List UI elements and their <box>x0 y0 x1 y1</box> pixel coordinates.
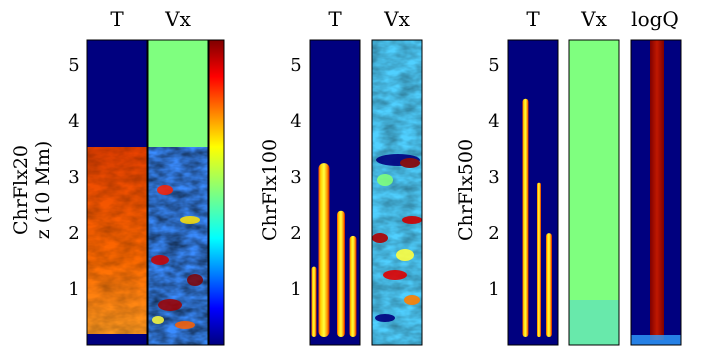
y-tick-label: 5 <box>290 55 301 76</box>
group-label-chrflx500: ChrFlx500 <box>455 139 477 241</box>
y-tick-label: 4 <box>488 111 499 132</box>
y-tick-labels: 1 2 3 4 5 <box>488 55 499 300</box>
y-tick-label: 1 <box>68 279 79 300</box>
y-tick-label: 1 <box>290 279 301 300</box>
group-chrflx100: ChrFlx100 1 2 3 4 5 T Vx <box>259 7 423 346</box>
panel-vx-chrflx100 <box>371 39 423 346</box>
panel-vx-chrflx20 <box>147 39 209 346</box>
y-tick-label: 3 <box>290 167 301 188</box>
y-tick-label: 2 <box>290 223 301 244</box>
plume <box>337 210 345 337</box>
y-tick-label: 5 <box>68 55 79 76</box>
plume <box>522 98 529 337</box>
panel-title-t: T <box>110 7 124 31</box>
y-tick-labels: 1 2 3 4 5 <box>68 55 79 300</box>
panel-title-t: T <box>526 7 540 31</box>
panel-title-vx: Vx <box>164 7 191 31</box>
plume <box>318 163 330 337</box>
group-chrflx20: ChrFlx20 z (10 Mm) 1 2 3 4 5 T Vx <box>10 7 225 346</box>
panel-title-vx: Vx <box>580 7 607 31</box>
group-label-chrflx100: ChrFlx100 <box>259 139 281 241</box>
panel-vx-chrflx500 <box>568 39 620 346</box>
y-tick-label: 3 <box>68 167 79 188</box>
panel-t-chrflx20 <box>86 39 148 346</box>
y-tick-label: 5 <box>488 55 499 76</box>
panel-title-logq: logQ <box>631 7 679 31</box>
plume <box>537 182 541 337</box>
y-tick-label: 2 <box>68 223 79 244</box>
colorbar <box>208 39 225 346</box>
panel-t-chrflx500 <box>507 39 559 346</box>
plume <box>546 233 552 337</box>
panel-title-vx: Vx <box>383 7 410 31</box>
group-label-chrflx20: ChrFlx20 <box>10 145 32 235</box>
y-axis-label: z (10 Mm) <box>32 141 54 240</box>
y-tick-labels: 1 2 3 4 5 <box>290 55 301 300</box>
y-tick-label: 3 <box>488 167 499 188</box>
panel-t-chrflx100 <box>309 39 361 346</box>
y-tick-label: 2 <box>488 223 499 244</box>
panel-title-t: T <box>328 7 342 31</box>
y-tick-label: 4 <box>290 111 301 132</box>
group-chrflx500: ChrFlx500 1 2 3 4 5 T Vx logQ <box>455 7 682 346</box>
panel-logq-chrflx500 <box>630 39 682 346</box>
plume <box>349 235 357 337</box>
y-tick-label: 4 <box>68 111 79 132</box>
plume <box>311 266 317 337</box>
y-tick-label: 1 <box>488 279 499 300</box>
